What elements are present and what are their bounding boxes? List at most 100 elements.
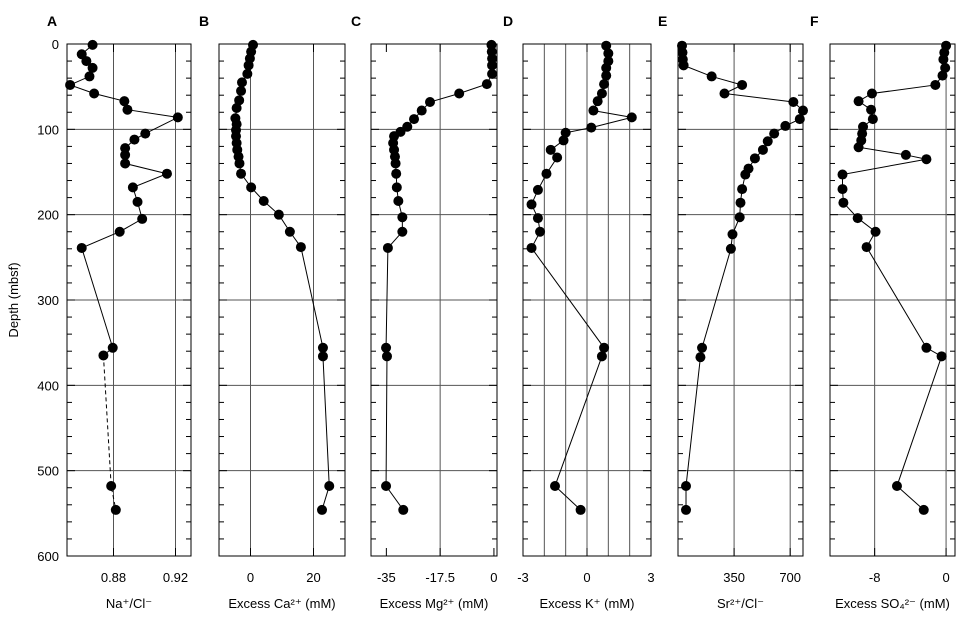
data-point bbox=[120, 149, 131, 160]
y-tick-label: 600 bbox=[37, 549, 59, 564]
x-tick-label: 700 bbox=[779, 570, 801, 585]
data-point bbox=[838, 197, 849, 208]
x-tick-label: -35 bbox=[377, 570, 396, 585]
data-point bbox=[409, 114, 420, 125]
data-point bbox=[626, 112, 637, 123]
data-point bbox=[454, 88, 465, 99]
data-point bbox=[695, 352, 706, 363]
data-point bbox=[535, 226, 546, 237]
panel-letter: B bbox=[199, 13, 209, 29]
x-tick-label: 350 bbox=[723, 570, 745, 585]
x-axis-title: Excess Ca²⁺ (mM) bbox=[228, 596, 335, 611]
data-point bbox=[98, 350, 109, 361]
data-point bbox=[737, 79, 748, 90]
data-point bbox=[592, 96, 603, 107]
data-point bbox=[596, 88, 607, 99]
x-tick-label: 0 bbox=[942, 570, 949, 585]
data-point bbox=[575, 504, 586, 515]
y-tick-label: 500 bbox=[37, 464, 59, 479]
data-point bbox=[681, 481, 692, 492]
panel-frame bbox=[370, 43, 498, 557]
data-point bbox=[398, 504, 409, 515]
data-point bbox=[921, 342, 932, 353]
data-point bbox=[393, 196, 404, 207]
data-point bbox=[284, 226, 295, 237]
data-point bbox=[84, 71, 95, 82]
data-point bbox=[853, 142, 864, 153]
data-point bbox=[236, 77, 247, 88]
data-point bbox=[234, 158, 245, 169]
data-point bbox=[65, 79, 76, 90]
data-point bbox=[930, 79, 941, 90]
data-point bbox=[588, 105, 599, 116]
data-point bbox=[586, 122, 597, 133]
data-point bbox=[532, 213, 543, 224]
data-point bbox=[788, 97, 799, 108]
data-point bbox=[132, 196, 143, 207]
data-point bbox=[727, 229, 738, 240]
x-axis-title: Sr²⁺/Cl⁻ bbox=[717, 596, 764, 611]
series-line-dashed bbox=[102, 355, 117, 511]
data-point bbox=[599, 342, 610, 353]
x-tick-label: 20 bbox=[306, 570, 320, 585]
data-point bbox=[231, 103, 242, 113]
x-tick-label: 0 bbox=[247, 570, 254, 585]
panel-frame bbox=[66, 43, 192, 557]
data-point bbox=[107, 342, 118, 353]
series-line bbox=[68, 44, 180, 356]
data-point bbox=[757, 144, 768, 155]
data-point bbox=[866, 104, 877, 115]
data-point bbox=[87, 62, 98, 73]
data-point bbox=[601, 40, 612, 51]
data-point bbox=[599, 79, 610, 90]
y-axis-title: Depth (mbsf) bbox=[6, 262, 21, 337]
data-point bbox=[603, 48, 614, 59]
data-point bbox=[381, 351, 392, 362]
data-point bbox=[317, 504, 328, 515]
panel-letter: C bbox=[351, 13, 361, 29]
data-point bbox=[601, 62, 612, 73]
data-point bbox=[526, 242, 537, 253]
data-point bbox=[861, 242, 872, 253]
series-line bbox=[530, 45, 632, 511]
data-point bbox=[381, 342, 392, 353]
data-point bbox=[481, 79, 492, 90]
data-point bbox=[161, 168, 172, 179]
data-point bbox=[236, 85, 247, 96]
data-point bbox=[120, 158, 131, 169]
data-point bbox=[110, 504, 121, 515]
panel-frame bbox=[218, 43, 346, 557]
panel-letter: F bbox=[810, 13, 819, 29]
data-point bbox=[545, 144, 556, 155]
y-tick-label: 0 bbox=[52, 37, 59, 52]
data-point bbox=[794, 114, 805, 125]
data-point bbox=[921, 154, 932, 165]
x-axis-title: Excess SO₄²⁻ (mM) bbox=[835, 596, 950, 611]
panel-frame bbox=[522, 43, 652, 557]
data-point bbox=[706, 71, 717, 82]
data-point bbox=[681, 504, 692, 515]
y-tick-label: 300 bbox=[37, 293, 59, 308]
data-point bbox=[127, 182, 138, 193]
x-tick-label: 0.92 bbox=[163, 570, 188, 585]
y-tick-label: 200 bbox=[37, 208, 59, 223]
data-point bbox=[243, 60, 254, 71]
data-point bbox=[425, 97, 436, 108]
data-point bbox=[749, 153, 760, 164]
data-point bbox=[89, 88, 100, 99]
data-point bbox=[487, 68, 498, 79]
data-point bbox=[735, 197, 746, 208]
data-point bbox=[725, 243, 736, 254]
panel-frame bbox=[829, 43, 956, 557]
data-point bbox=[678, 60, 689, 71]
series-line bbox=[385, 44, 493, 511]
data-point bbox=[852, 213, 863, 224]
data-point bbox=[246, 182, 257, 193]
data-point bbox=[558, 135, 569, 146]
data-point bbox=[258, 196, 269, 207]
data-point bbox=[798, 105, 808, 116]
data-point bbox=[550, 481, 560, 492]
data-point bbox=[734, 212, 745, 223]
data-point bbox=[900, 149, 911, 160]
x-tick-label: 0.88 bbox=[101, 570, 126, 585]
